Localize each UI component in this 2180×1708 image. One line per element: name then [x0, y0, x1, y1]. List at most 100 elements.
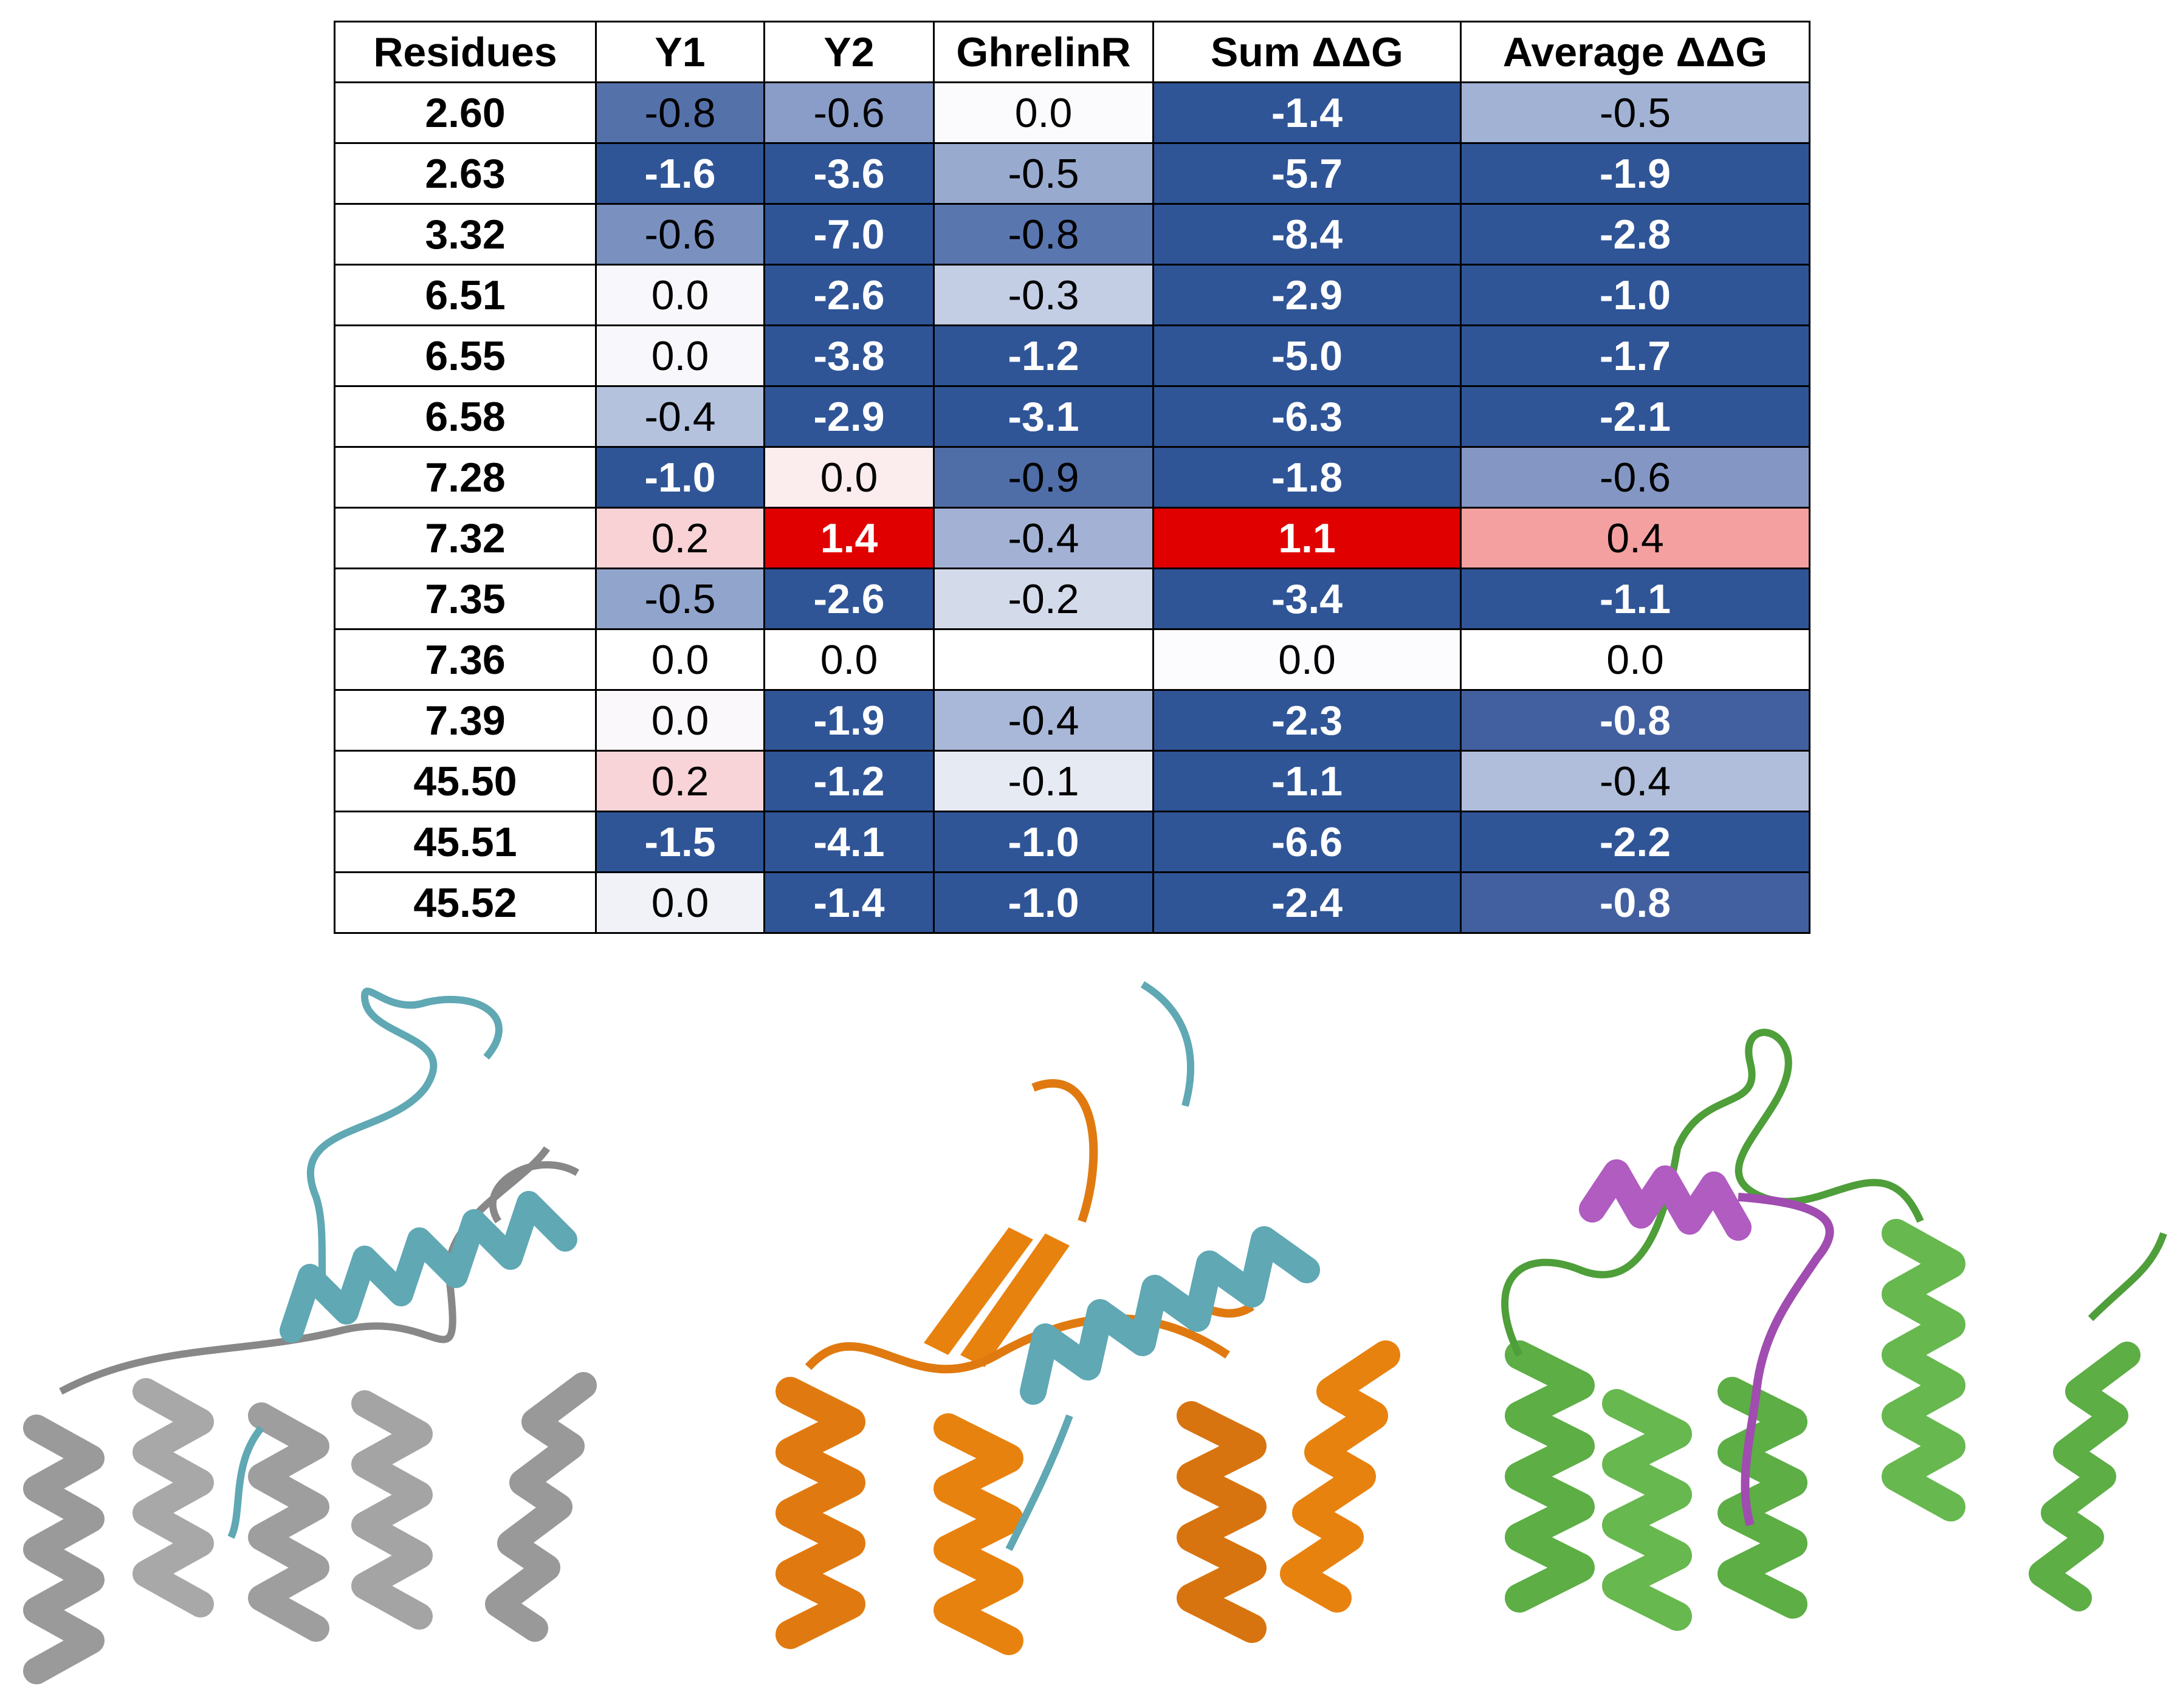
table-row: 45.52 0.0 -1.4 -1.0 -2.4 -0.8: [334, 871, 1810, 934]
helix: [132, 1378, 214, 1617]
ddg-cell: -1.9: [1460, 142, 1810, 205]
ddg-cell: -1.8: [1152, 446, 1462, 509]
ddg-cell: -1.9: [763, 689, 935, 752]
ddg-cell: -1.6: [595, 142, 765, 205]
ddg-cell: -0.3: [933, 264, 1154, 326]
helix: [1177, 1401, 1267, 1643]
peptide-loop: [227, 987, 503, 1539]
ddg-cell: -1.0: [1460, 264, 1810, 326]
ddg-cell: -3.6: [763, 142, 935, 205]
ddg-cell: -0.8: [1460, 871, 1810, 934]
table-row: 7.36 0.0 0.0 0.0 0.0: [334, 628, 1810, 691]
column-header: Residues: [334, 21, 597, 83]
column-header: GhrelinR: [933, 21, 1154, 83]
ddg-cell: -1.4: [763, 871, 935, 934]
ddg-cell: -0.8: [1460, 689, 1810, 752]
ddg-cell: -1.2: [933, 324, 1154, 387]
residue-cell: 3.32: [334, 203, 597, 266]
helix: [1280, 1340, 1400, 1613]
ddg-cell: -0.4: [933, 689, 1154, 752]
table-row: 45.50 0.2 -1.2 -0.1 -1.1 -0.4: [334, 750, 1810, 812]
sheet: [924, 1227, 1070, 1367]
ddg-cell: -0.6: [763, 81, 935, 144]
column-header: Average ΔΔG: [1460, 21, 1810, 83]
helix: [1602, 1389, 1692, 1631]
ddg-cell: -1.7: [1460, 324, 1810, 387]
ddg-cell: -0.8: [933, 203, 1154, 266]
ddg-cell: -2.6: [763, 264, 935, 326]
residue-cell: 7.35: [334, 568, 597, 630]
structure-ghrelinr: [1501, 1029, 2167, 1631]
residue-cell: 7.32: [334, 507, 597, 569]
ddg-cell: -0.5: [595, 568, 765, 630]
helix: [485, 1372, 597, 1642]
ddg-cell: -1.4: [1152, 81, 1462, 144]
ddg-cell: -1.0: [933, 871, 1154, 934]
peptide-helix: [1579, 1159, 1752, 1241]
ddg-cell: 1.4: [763, 507, 935, 569]
ddg-cell: -1.0: [933, 811, 1154, 873]
residue-cell: 7.36: [334, 628, 597, 691]
ddg-cell: 0.2: [595, 750, 765, 812]
ddg-cell: -0.4: [1460, 750, 1810, 812]
column-header: Y2: [763, 21, 935, 83]
helix: [934, 1413, 1023, 1655]
ddg-cell: -2.1: [1460, 385, 1810, 448]
table-row: 7.32 0.2 1.4 -0.4 1.1 0.4: [334, 507, 1810, 569]
ddg-cell: -0.2: [933, 568, 1154, 630]
ddg-cell: -8.4: [1152, 203, 1462, 266]
ddg-cell: 0.2: [595, 507, 765, 569]
ddg-cell: -3.1: [933, 385, 1154, 448]
ddg-cell: -1.5: [595, 811, 765, 873]
ddg-cell: -2.8: [1460, 203, 1810, 266]
ddg-cell: -2.4: [1152, 871, 1462, 934]
ddg-cell: -6.6: [1152, 811, 1462, 873]
table-row: 45.51 -1.5 -4.1 -1.0 -6.6 -2.2: [334, 811, 1810, 873]
ddg-cell: -0.5: [933, 142, 1154, 205]
table-row: 7.35 -0.5 -2.6 -0.2 -3.4 -1.1: [334, 568, 1810, 630]
ddg-cell: -1.0: [595, 446, 765, 509]
column-header: Sum ΔΔG: [1152, 21, 1462, 83]
peptide-loop: [1738, 1193, 1834, 1526]
table-row: 3.32 -0.6 -7.0 -0.8 -8.4 -2.8: [334, 203, 1810, 266]
ddg-cell: [933, 628, 1154, 691]
ddg-cell: 0.0: [595, 324, 765, 387]
ddg-cell: -6.3: [1152, 385, 1462, 448]
structure-y1: [23, 987, 597, 1684]
ddg-cell: 0.0: [763, 628, 935, 691]
ddg-cell: 0.4: [1460, 507, 1810, 569]
residue-cell: 45.51: [334, 811, 597, 873]
table-body: 2.60 -0.8 -0.6 0.0 -1.4 -0.5 2.63 -1.6 -3.6 -0.5-…: [334, 81, 1810, 934]
ddg-cell: 0.0: [595, 871, 765, 934]
residue-cell: 6.58: [334, 385, 597, 448]
ddg-cell: 0.0: [763, 446, 935, 509]
table-row: 7.28 -1.0 0.0 -0.9 -1.8 -0.6: [334, 446, 1810, 509]
ddg-cell: 0.0: [595, 689, 765, 752]
ddg-cell: -0.6: [1460, 446, 1810, 509]
ddg-cell: 0.0: [595, 264, 765, 326]
peptide-loop: [1005, 981, 1194, 1551]
ddg-cell: 0.0: [1460, 628, 1810, 691]
residue-cell: 7.39: [334, 689, 597, 752]
ddg-cell: -0.8: [595, 81, 765, 144]
ddg-cell: -0.4: [933, 507, 1154, 569]
ddg-cell: -3.4: [1152, 568, 1462, 630]
ddg-cell: 0.0: [1152, 628, 1462, 691]
ddg-cell: -0.4: [595, 385, 765, 448]
ddg-cell: -3.8: [763, 324, 935, 387]
ddg-cell: -2.2: [1460, 811, 1810, 873]
structure-figures: [23, 981, 2167, 1684]
residue-cell: 7.28: [334, 446, 597, 509]
helix: [1505, 1340, 1595, 1613]
residue-cell: 45.50: [334, 750, 597, 812]
table-row: 6.55 0.0 -3.8 -1.2 -5.0 -1.7: [334, 324, 1810, 387]
helix: [23, 1415, 105, 1684]
table-row: 2.63 -1.6 -3.6 -0.5 -5.7 -1.9: [334, 142, 1810, 205]
helix: [248, 1402, 329, 1642]
ddg-cell: 1.1: [1152, 507, 1462, 569]
helix: [1718, 1377, 1807, 1619]
ddg-cell: -0.9: [933, 446, 1154, 509]
ddg-cell: -5.7: [1152, 142, 1462, 205]
residue-cell: 6.51: [334, 264, 597, 326]
